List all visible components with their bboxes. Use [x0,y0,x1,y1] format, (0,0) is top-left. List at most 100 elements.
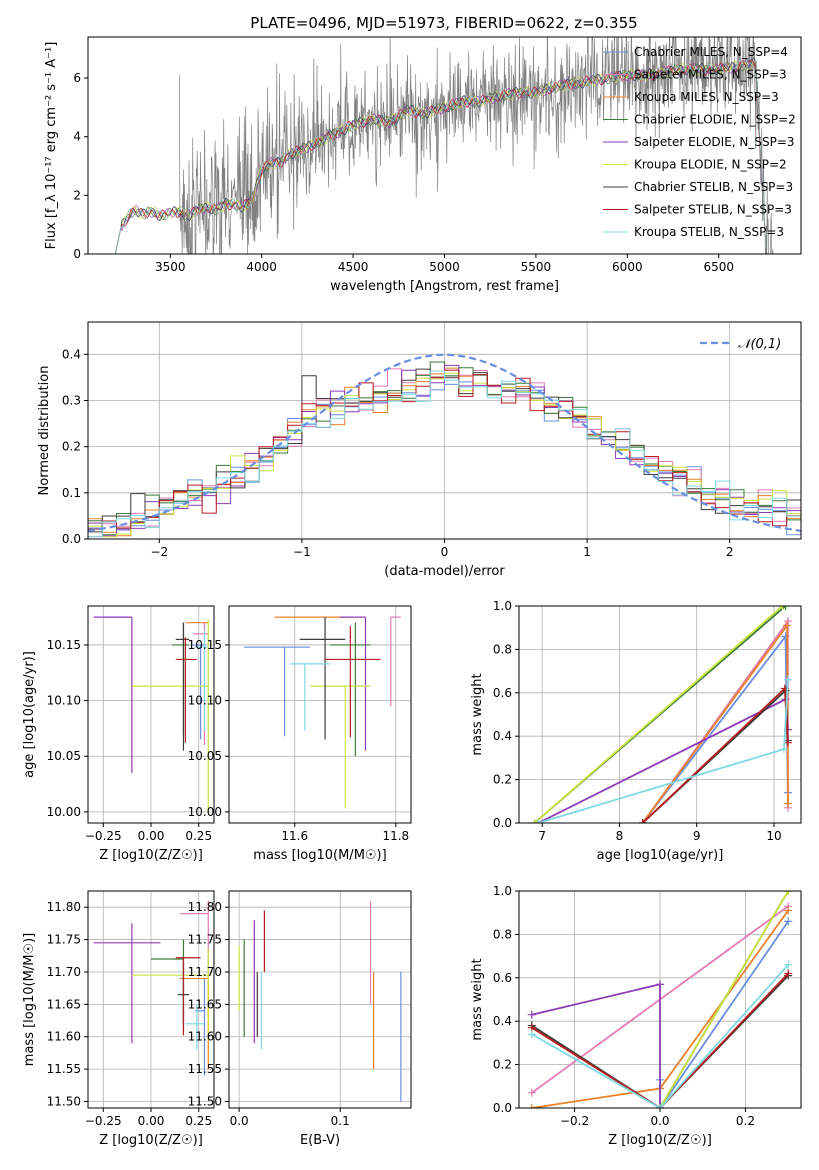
axes-spectrum: 3500 4000 4500 5000 5500 6000 6500 0 2 4 6 waveleng… [44,36,802,294]
x-tick-label: 6500 [703,260,734,274]
x-tick-label: 4000 [246,260,277,274]
y-tick-label: 0.6 [493,971,512,985]
legend-label: Kroupa MILES, N_SSP=3 [634,90,779,104]
histogram-step [88,370,801,538]
weight-marker [783,799,792,808]
legend-label: Salpeter STELIB, N_SSP=3 [634,203,792,217]
x-tick-label: 0.00 [138,1114,165,1128]
y-tick-label: 10.10 [188,694,222,708]
legend-label: Kroupa ELODIE, N_SSP=2 [634,158,787,172]
x-axis-label: (data-model)/error [384,564,505,579]
y-tick-label: 11.70 [47,965,81,979]
weight-line [531,972,789,1108]
x-tick-label: 11.8 [382,829,409,843]
x-tick-label: 4500 [338,260,369,274]
y-tick-label: 0.4 [493,729,512,743]
weight-line [659,891,789,1108]
y-tick-label: 11.55 [188,1062,222,1076]
normal-curve [88,353,801,532]
legend-label: Kroupa STELIB, N_SSP=3 [634,225,784,239]
weight-marker [784,891,793,895]
y-tick-label: 11.60 [188,1030,222,1044]
axes-weight-vs-age: 7 8 9 10 0.0 0.2 0.4 0.6 0.8 1.0 age [log10(age/yr… [470,599,802,863]
weight-marker [780,745,789,754]
y-tick-label: 0.0 [62,532,81,546]
y-tick-label: 10.10 [47,694,81,708]
y-tick-label: 0.3 [62,393,81,407]
x-tick-label: −1 [293,545,311,559]
y-tick-label: 11.50 [188,1095,222,1109]
weight-marker [784,906,793,915]
weight-marker [656,1104,664,1108]
x-axis-label: Z [log10(Z/Z☉)] [99,1133,203,1148]
weight-marker [784,960,793,969]
axes-age-vs-Z: −0.25 0.00 0.25 10.00 10.05 10.10 10.15 Z [log1… [22,605,215,863]
y-tick-label: 0 [73,247,81,261]
x-axis-label: age [log10(age/yr)] [597,848,724,863]
y-tick-label: 11.55 [47,1062,81,1076]
plot-area-age-vs-mass [244,616,401,809]
weight-marker [527,1104,536,1108]
x-axis-label: Z [log10(Z/Z☉)] [608,1133,712,1148]
weight-marker [527,1010,536,1019]
plot-area-mass-vs-EBV [238,900,402,1102]
axes-age-vs-mass: 11.6 11.8 10.00 10.05 10.10 10.15 mass [log10(… [188,605,412,863]
y-tick-label: 6 [73,71,81,85]
plot-area-age-vs-Z [93,616,209,812]
axes-mass-vs-EBV: 0.0 0.1 11.50 11.55 11.60 11.65 11.70 11.75 11.8… [188,890,412,1148]
y-tick-label: 11.80 [47,900,81,914]
plot-area-weight-vs-Z [527,891,793,1108]
x-tick-label: −0.2 [560,1114,589,1128]
y-tick-label: 11.75 [188,933,222,947]
y-tick-label: 1.0 [493,599,512,613]
y-tick-label: 1.0 [493,884,512,898]
y-tick-label: 11.75 [47,933,81,947]
x-tick-label: 9 [693,829,701,843]
axes-frame [228,605,412,824]
y-tick-label: 2 [73,188,81,202]
y-tick-label: 0.4 [493,1014,512,1028]
plot-area-residuals [88,353,801,538]
plot-area-weight-vs-age [530,606,792,823]
x-tick-label: 5000 [429,260,460,274]
weight-line [531,964,789,1108]
y-tick-label: 10.00 [188,805,222,819]
y-tick-label: 0.2 [62,440,81,454]
legend-label: Chabrier MILES, N_SSP=4 [634,45,788,59]
x-tick-label: 0.0 [230,1114,249,1128]
y-tick-label: 10.05 [188,749,222,763]
y-axis-label: age [log10(age/yr)] [22,651,37,778]
x-tick-label: 0.1 [331,1114,350,1128]
y-axis-label: mass weight [470,673,485,755]
x-axis-label: wavelength [Angstrom, rest frame] [330,279,559,294]
x-tick-label: 3500 [155,260,186,274]
plot-area-spectrum [115,37,774,254]
y-tick-label: 11.65 [188,997,222,1011]
x-tick-label: 2 [726,545,734,559]
x-tick-label: 0.2 [736,1114,755,1128]
x-axis-label: Z [log10(Z/Z☉)] [99,848,203,863]
x-tick-label: 10 [766,829,781,843]
legend-label: 𝒩(0,1) [738,337,781,352]
weight-line [659,920,789,1108]
x-axis-label: E(B-V) [300,1133,340,1148]
y-tick-label: 0.1 [62,486,81,500]
y-tick-label: 11.80 [188,900,222,914]
axes-residuals: −2 −1 0 1 2 0.0 0.1 0.2 0.3 0.4 (data-model)/error… [37,321,802,579]
axes-weight-vs-Z: −0.2 0.0 0.2 0.0 0.2 0.4 0.6 0.8 1.0 Z [log10(Z/Z… [470,884,802,1148]
weight-line [641,622,789,823]
x-tick-label: 0.00 [138,829,165,843]
y-axis-label: mass [log10(M/M☉)] [22,933,37,1066]
y-tick-label: 0.8 [493,927,512,941]
y-tick-label: 10.15 [47,638,81,652]
weight-marker [783,621,792,630]
x-axis-label: mass [log10(M/M☉)] [253,848,386,863]
legend-label: Salpeter MILES, N_SSP=3 [634,68,787,82]
y-tick-label: 0.2 [493,773,512,787]
y-tick-label: 11.60 [47,1030,81,1044]
y-axis-label: Normed distribution [37,366,52,496]
y-tick-label: 11.70 [188,965,222,979]
y-tick-label: 0.0 [493,1101,512,1115]
x-tick-label: 5500 [521,260,552,274]
y-tick-label: 11.50 [47,1095,81,1109]
